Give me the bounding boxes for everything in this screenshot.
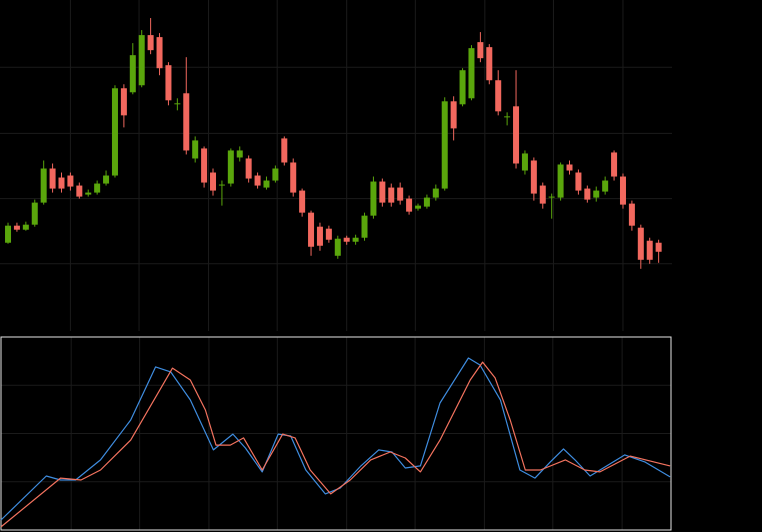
- candle-body: [210, 172, 217, 191]
- candle-body: [156, 37, 163, 69]
- candle-body: [611, 152, 618, 177]
- candle-body: [646, 240, 653, 260]
- candle-body: [281, 138, 288, 163]
- candle-body: [468, 48, 475, 99]
- candle-body: [495, 80, 502, 112]
- candle-body: [593, 190, 600, 198]
- candle-body: [165, 65, 172, 101]
- candle-body: [290, 162, 297, 193]
- candle-body: [263, 180, 270, 188]
- oscillator-line: [0, 361, 671, 528]
- candle-body: [138, 35, 145, 86]
- candle-body: [245, 158, 252, 179]
- candle-body: [22, 224, 29, 230]
- candle-body: [379, 181, 386, 203]
- candle-body: [459, 70, 466, 105]
- candle-body: [67, 175, 74, 187]
- candle-body: [49, 168, 56, 189]
- candle-body: [174, 103, 181, 105]
- candle-body: [120, 88, 127, 116]
- candle-body: [254, 175, 261, 186]
- candle-body: [388, 187, 395, 203]
- candle-body: [129, 55, 136, 93]
- candle-body: [201, 148, 208, 183]
- candle-body: [13, 225, 20, 230]
- candle-body: [566, 164, 573, 171]
- candle-body: [530, 160, 537, 194]
- candle-body: [655, 242, 662, 252]
- candle-body: [343, 237, 350, 242]
- candle-body: [504, 116, 511, 118]
- candle-body: [575, 172, 582, 191]
- candle-body: [397, 187, 404, 201]
- candle-body: [218, 184, 225, 186]
- candle-body: [31, 202, 38, 225]
- candle-body: [299, 190, 306, 213]
- candle-body: [94, 183, 101, 193]
- candle-body: [513, 106, 520, 164]
- candle-body: [58, 177, 65, 189]
- candle-body: [406, 198, 413, 212]
- candle-body: [628, 203, 635, 226]
- oscillator-line: [0, 357, 671, 521]
- candle-body: [85, 192, 92, 195]
- candle-body: [103, 175, 110, 184]
- candle-body: [432, 188, 439, 198]
- candle-body: [361, 215, 368, 238]
- candle-body: [584, 188, 591, 200]
- candle-body: [111, 88, 118, 176]
- candle-body: [539, 185, 546, 204]
- candle-body: [548, 196, 555, 198]
- candle-body: [370, 181, 377, 216]
- candle-body: [308, 212, 315, 247]
- candle-body: [414, 205, 421, 209]
- candle-body: [334, 238, 341, 256]
- candle-body: [147, 35, 154, 51]
- candle-body: [423, 197, 430, 207]
- panel-border: [0, 336, 672, 531]
- candle-body: [76, 185, 83, 197]
- candle-body: [450, 101, 457, 129]
- candle-body: [352, 237, 359, 242]
- candle-body: [5, 225, 12, 243]
- candle-body: [325, 228, 332, 240]
- candle-body: [227, 150, 234, 184]
- candle-body: [183, 93, 190, 151]
- candle-body: [557, 164, 564, 198]
- candle-body: [477, 42, 484, 59]
- candle-body: [602, 180, 609, 192]
- candle-body: [40, 168, 47, 203]
- candle-body: [486, 47, 493, 81]
- candle-body: [272, 168, 279, 181]
- candle-body: [441, 101, 448, 189]
- candle-body: [619, 176, 626, 205]
- candle-body: [521, 153, 528, 171]
- candle-body: [236, 150, 243, 158]
- candle-body: [192, 140, 199, 159]
- candle-body: [637, 227, 644, 260]
- candle-body: [316, 226, 323, 246]
